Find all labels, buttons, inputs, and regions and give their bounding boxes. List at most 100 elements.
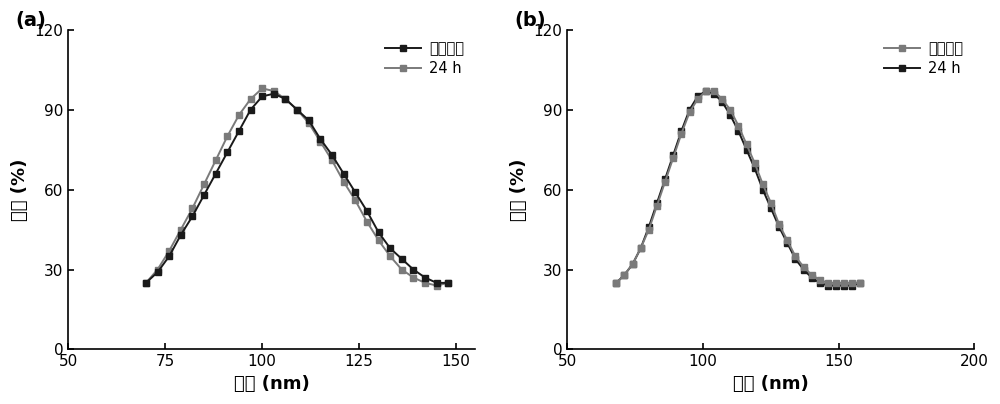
新鲜溶液 (407, 267, 419, 272)
Legend: 新鲜溶液, 24 h: 新鲜溶液, 24 h (381, 37, 468, 80)
新鲜溶液 (741, 142, 753, 147)
Line: 新鲜溶液: 新鲜溶液 (613, 88, 864, 286)
新鲜溶液 (781, 238, 793, 243)
新鲜溶液 (349, 190, 361, 195)
新鲜溶液 (749, 160, 761, 165)
24 h (814, 280, 826, 285)
24 h (140, 280, 152, 285)
新鲜溶液 (175, 232, 187, 237)
新鲜溶液 (667, 155, 679, 160)
新鲜溶液 (708, 88, 720, 93)
新鲜溶液 (627, 262, 639, 267)
X-axis label: 直径 (nm): 直径 (nm) (733, 375, 809, 393)
Line: 24 h: 24 h (143, 85, 451, 288)
24 h (396, 267, 408, 272)
新鲜溶液 (806, 272, 818, 277)
新鲜溶液 (279, 97, 291, 101)
新鲜溶液 (814, 278, 826, 283)
24 h (361, 219, 373, 224)
新鲜溶液 (396, 257, 408, 261)
X-axis label: 直径 (nm): 直径 (nm) (234, 375, 310, 393)
24 h (610, 280, 622, 285)
新鲜溶液 (291, 107, 303, 112)
新鲜溶液 (757, 182, 769, 187)
新鲜溶液 (245, 107, 257, 112)
24 h (789, 257, 801, 261)
24 h (830, 283, 842, 288)
24 h (175, 227, 187, 232)
24 h (806, 275, 818, 280)
新鲜溶液 (724, 107, 736, 112)
新鲜溶液 (198, 193, 210, 198)
24 h (384, 254, 396, 259)
Line: 24 h: 24 h (613, 88, 864, 288)
24 h (431, 283, 443, 288)
24 h (651, 200, 663, 205)
Line: 新鲜溶液: 新鲜溶液 (143, 90, 451, 286)
24 h (692, 94, 704, 99)
新鲜溶液 (830, 280, 842, 285)
24 h (233, 113, 245, 118)
24 h (716, 99, 728, 104)
新鲜溶液 (618, 272, 630, 277)
24 h (659, 177, 671, 181)
24 h (349, 198, 361, 203)
Y-axis label: 强度 (%): 强度 (%) (11, 158, 29, 221)
新鲜溶液 (692, 97, 704, 101)
新鲜溶液 (651, 203, 663, 208)
新鲜溶液 (838, 280, 850, 285)
24 h (635, 246, 647, 250)
新鲜溶液 (384, 246, 396, 250)
24 h (773, 225, 785, 229)
24 h (618, 272, 630, 277)
24 h (407, 275, 419, 280)
新鲜溶液 (268, 91, 280, 96)
24 h (338, 179, 350, 184)
新鲜溶液 (233, 128, 245, 133)
24 h (798, 267, 810, 272)
新鲜溶液 (822, 280, 834, 285)
新鲜溶液 (789, 254, 801, 259)
24 h (279, 97, 291, 101)
新鲜溶液 (431, 280, 443, 285)
24 h (684, 107, 696, 112)
24 h (675, 128, 687, 133)
新鲜溶液 (732, 123, 744, 128)
新鲜溶液 (846, 280, 858, 285)
24 h (326, 158, 338, 163)
新鲜溶液 (163, 254, 175, 259)
24 h (163, 248, 175, 253)
24 h (198, 182, 210, 187)
新鲜溶液 (152, 270, 164, 275)
24 h (741, 147, 753, 152)
24 h (221, 134, 233, 139)
新鲜溶液 (675, 131, 687, 136)
24 h (627, 262, 639, 267)
24 h (268, 88, 280, 93)
新鲜溶液 (854, 280, 866, 285)
24 h (724, 113, 736, 118)
新鲜溶液 (361, 208, 373, 213)
新鲜溶液 (314, 137, 326, 141)
新鲜溶液 (419, 275, 431, 280)
24 h (822, 283, 834, 288)
24 h (757, 187, 769, 192)
新鲜溶液 (659, 179, 671, 184)
新鲜溶液 (210, 171, 222, 176)
新鲜溶液 (186, 214, 198, 219)
新鲜溶液 (326, 153, 338, 158)
24 h (291, 107, 303, 112)
新鲜溶液 (373, 230, 385, 235)
新鲜溶液 (716, 97, 728, 101)
新鲜溶液 (643, 227, 655, 232)
新鲜溶液 (221, 150, 233, 155)
Y-axis label: 强度 (%): 强度 (%) (510, 158, 528, 221)
24 h (765, 206, 777, 211)
24 h (667, 153, 679, 158)
24 h (846, 283, 858, 288)
24 h (373, 238, 385, 243)
Legend: 新鲜溶液, 24 h: 新鲜溶液, 24 h (880, 37, 967, 80)
24 h (838, 283, 850, 288)
新鲜溶液 (700, 88, 712, 93)
24 h (643, 225, 655, 229)
